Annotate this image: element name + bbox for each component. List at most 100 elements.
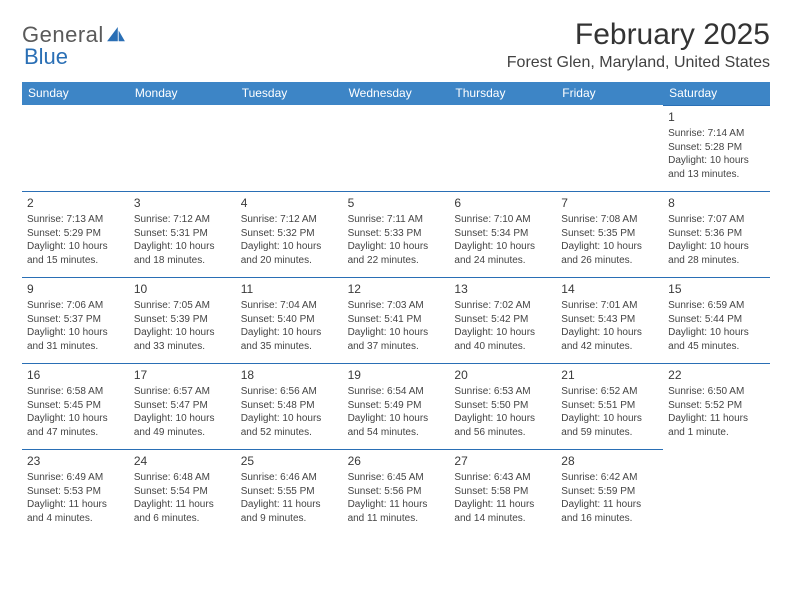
page: General February 2025 Forest Glen, Maryl… — [0, 0, 792, 535]
calendar-cell: 17 Sunrise: 6:57 AMSunset: 5:47 PMDayligh… — [129, 363, 236, 449]
calendar-cell: 7 Sunrise: 7:08 AMSunset: 5:35 PMDaylight… — [556, 191, 663, 277]
month-title: February 2025 — [507, 18, 770, 52]
header: General February 2025 Forest Glen, Maryl… — [22, 18, 770, 72]
sunset-text: Sunset: 5:55 PM — [241, 485, 338, 499]
sunrise-text: Sunrise: 6:49 AM — [27, 471, 124, 485]
day-number: 7 — [561, 195, 658, 211]
sunset-text: Sunset: 5:43 PM — [561, 313, 658, 327]
sunrise-text: Sunrise: 6:54 AM — [348, 385, 445, 399]
calendar-cell: 18Sunrise: 6:56 AMSunset: 5:48 PMDayligh… — [236, 363, 343, 449]
day-number: 18 — [241, 367, 338, 383]
daylight-text: Daylight: 11 hours and 14 minutes. — [454, 498, 551, 525]
sunset-text: Sunset: 5:40 PM — [241, 313, 338, 327]
sunset-text: Sunset: 5:33 PM — [348, 227, 445, 241]
day-number: 8 — [668, 195, 765, 211]
sunrise-text: Sunrise: 6:53 AM — [454, 385, 551, 399]
day-number: 12 — [348, 281, 445, 297]
sunrise-text: Sunrise: 6:59 AM — [668, 299, 765, 313]
day-number: 24 — [134, 453, 231, 469]
day-number: 21 — [561, 367, 658, 383]
calendar-cell — [556, 105, 663, 191]
calendar-cell: 26Sunrise: 6:45 AMSunset: 5:56 PMDayligh… — [343, 449, 450, 535]
day-number: 10 — [134, 281, 231, 297]
sunrise-text: Sunrise: 7:12 AM — [241, 213, 338, 227]
sunrise-text: Sunrise: 7:03 AM — [348, 299, 445, 313]
day-number: 3 — [134, 195, 231, 211]
calendar-cell: 22Sunrise: 6:50 AMSunset: 5:52 PMDayligh… — [663, 363, 770, 449]
calendar-cell: 16 Sunrise: 6:58 AMSunset: 5:45 PMDayligh… — [22, 363, 129, 449]
daylight-text: Daylight: 10 hours and 56 minutes. — [454, 412, 551, 439]
day-number: 4 — [241, 195, 338, 211]
daylight-text: Daylight: 10 hours and 47 minutes. — [27, 412, 124, 439]
sunset-text: Sunset: 5:35 PM — [561, 227, 658, 241]
sunrise-text: Sunrise: 6:42 AM — [561, 471, 658, 485]
sunrise-text: Sunrise: 7:14 AM — [668, 127, 765, 141]
daylight-text: Daylight: 10 hours and 13 minutes. — [668, 154, 765, 181]
sunset-text: Sunset: 5:51 PM — [561, 399, 658, 413]
calendar-cell: 21Sunrise: 6:52 AMSunset: 5:51 PMDayligh… — [556, 363, 663, 449]
daylight-text: Daylight: 10 hours and 31 minutes. — [27, 326, 124, 353]
calendar-cell — [343, 105, 450, 191]
day-number: 26 — [348, 453, 445, 469]
weekday-header: Friday — [556, 82, 663, 105]
weekday-header: Monday — [129, 82, 236, 105]
daylight-text: Daylight: 10 hours and 24 minutes. — [454, 240, 551, 267]
sunrise-text: Sunrise: 6:43 AM — [454, 471, 551, 485]
sunset-text: Sunset: 5:47 PM — [134, 399, 231, 413]
daylight-text: Daylight: 10 hours and 37 minutes. — [348, 326, 445, 353]
day-number: 16 — [27, 367, 124, 383]
daylight-text: Daylight: 10 hours and 42 minutes. — [561, 326, 658, 353]
sunrise-text: Sunrise: 7:10 AM — [454, 213, 551, 227]
daylight-text: Daylight: 10 hours and 33 minutes. — [134, 326, 231, 353]
sunrise-text: Sunrise: 6:48 AM — [134, 471, 231, 485]
daylight-text: Daylight: 10 hours and 40 minutes. — [454, 326, 551, 353]
day-number: 25 — [241, 453, 338, 469]
calendar-cell: 10Sunrise: 7:05 AMSunset: 5:39 PMDayligh… — [129, 277, 236, 363]
calendar-header-row: SundayMondayTuesdayWednesdayThursdayFrid… — [22, 82, 770, 105]
sunrise-text: Sunrise: 7:08 AM — [561, 213, 658, 227]
sunrise-text: Sunrise: 7:13 AM — [27, 213, 124, 227]
daylight-text: Daylight: 10 hours and 49 minutes. — [134, 412, 231, 439]
sunset-text: Sunset: 5:54 PM — [134, 485, 231, 499]
sunrise-text: Sunrise: 7:02 AM — [454, 299, 551, 313]
day-number: 11 — [241, 281, 338, 297]
calendar-cell: 23Sunrise: 6:49 AMSunset: 5:53 PMDayligh… — [22, 449, 129, 535]
day-number: 9 — [27, 281, 124, 297]
sunset-text: Sunset: 5:45 PM — [27, 399, 124, 413]
day-number: 17 — [134, 367, 231, 383]
daylight-text: Daylight: 10 hours and 26 minutes. — [561, 240, 658, 267]
sunset-text: Sunset: 5:58 PM — [454, 485, 551, 499]
sunset-text: Sunset: 5:44 PM — [668, 313, 765, 327]
calendar-cell: 15Sunrise: 6:59 AMSunset: 5:44 PMDayligh… — [663, 277, 770, 363]
calendar-cell: 5Sunrise: 7:11 AMSunset: 5:33 PMDaylight… — [343, 191, 450, 277]
calendar-cell: 2Sunrise: 7:13 AMSunset: 5:29 PMDaylight… — [22, 191, 129, 277]
calendar-cell: 1Sunrise: 7:14 AMSunset: 5:28 PMDaylight… — [663, 105, 770, 191]
sunset-text: Sunset: 5:49 PM — [348, 399, 445, 413]
calendar-cell — [449, 105, 556, 191]
sunrise-text: Sunrise: 6:56 AM — [241, 385, 338, 399]
sunset-text: Sunset: 5:48 PM — [241, 399, 338, 413]
sunset-text: Sunset: 5:52 PM — [668, 399, 765, 413]
sunset-text: Sunset: 5:36 PM — [668, 227, 765, 241]
daylight-text: Daylight: 11 hours and 4 minutes. — [27, 498, 124, 525]
daylight-text: Daylight: 10 hours and 28 minutes. — [668, 240, 765, 267]
day-number: 6 — [454, 195, 551, 211]
sunrise-text: Sunrise: 7:06 AM — [27, 299, 124, 313]
calendar-cell — [22, 105, 129, 191]
daylight-text: Daylight: 10 hours and 15 minutes. — [27, 240, 124, 267]
calendar-cell: 11Sunrise: 7:04 AMSunset: 5:40 PMDayligh… — [236, 277, 343, 363]
day-number: 23 — [27, 453, 124, 469]
sunset-text: Sunset: 5:50 PM — [454, 399, 551, 413]
sunrise-text: Sunrise: 6:58 AM — [27, 385, 124, 399]
calendar-cell: 13Sunrise: 7:02 AMSunset: 5:42 PMDayligh… — [449, 277, 556, 363]
sunrise-text: Sunrise: 6:50 AM — [668, 385, 765, 399]
sunrise-text: Sunrise: 7:07 AM — [668, 213, 765, 227]
sunrise-text: Sunrise: 7:01 AM — [561, 299, 658, 313]
daylight-text: Daylight: 11 hours and 9 minutes. — [241, 498, 338, 525]
sunset-text: Sunset: 5:39 PM — [134, 313, 231, 327]
calendar-cell — [236, 105, 343, 191]
day-number: 27 — [454, 453, 551, 469]
weekday-header: Wednesday — [343, 82, 450, 105]
sunrise-text: Sunrise: 7:04 AM — [241, 299, 338, 313]
sunrise-text: Sunrise: 6:57 AM — [134, 385, 231, 399]
